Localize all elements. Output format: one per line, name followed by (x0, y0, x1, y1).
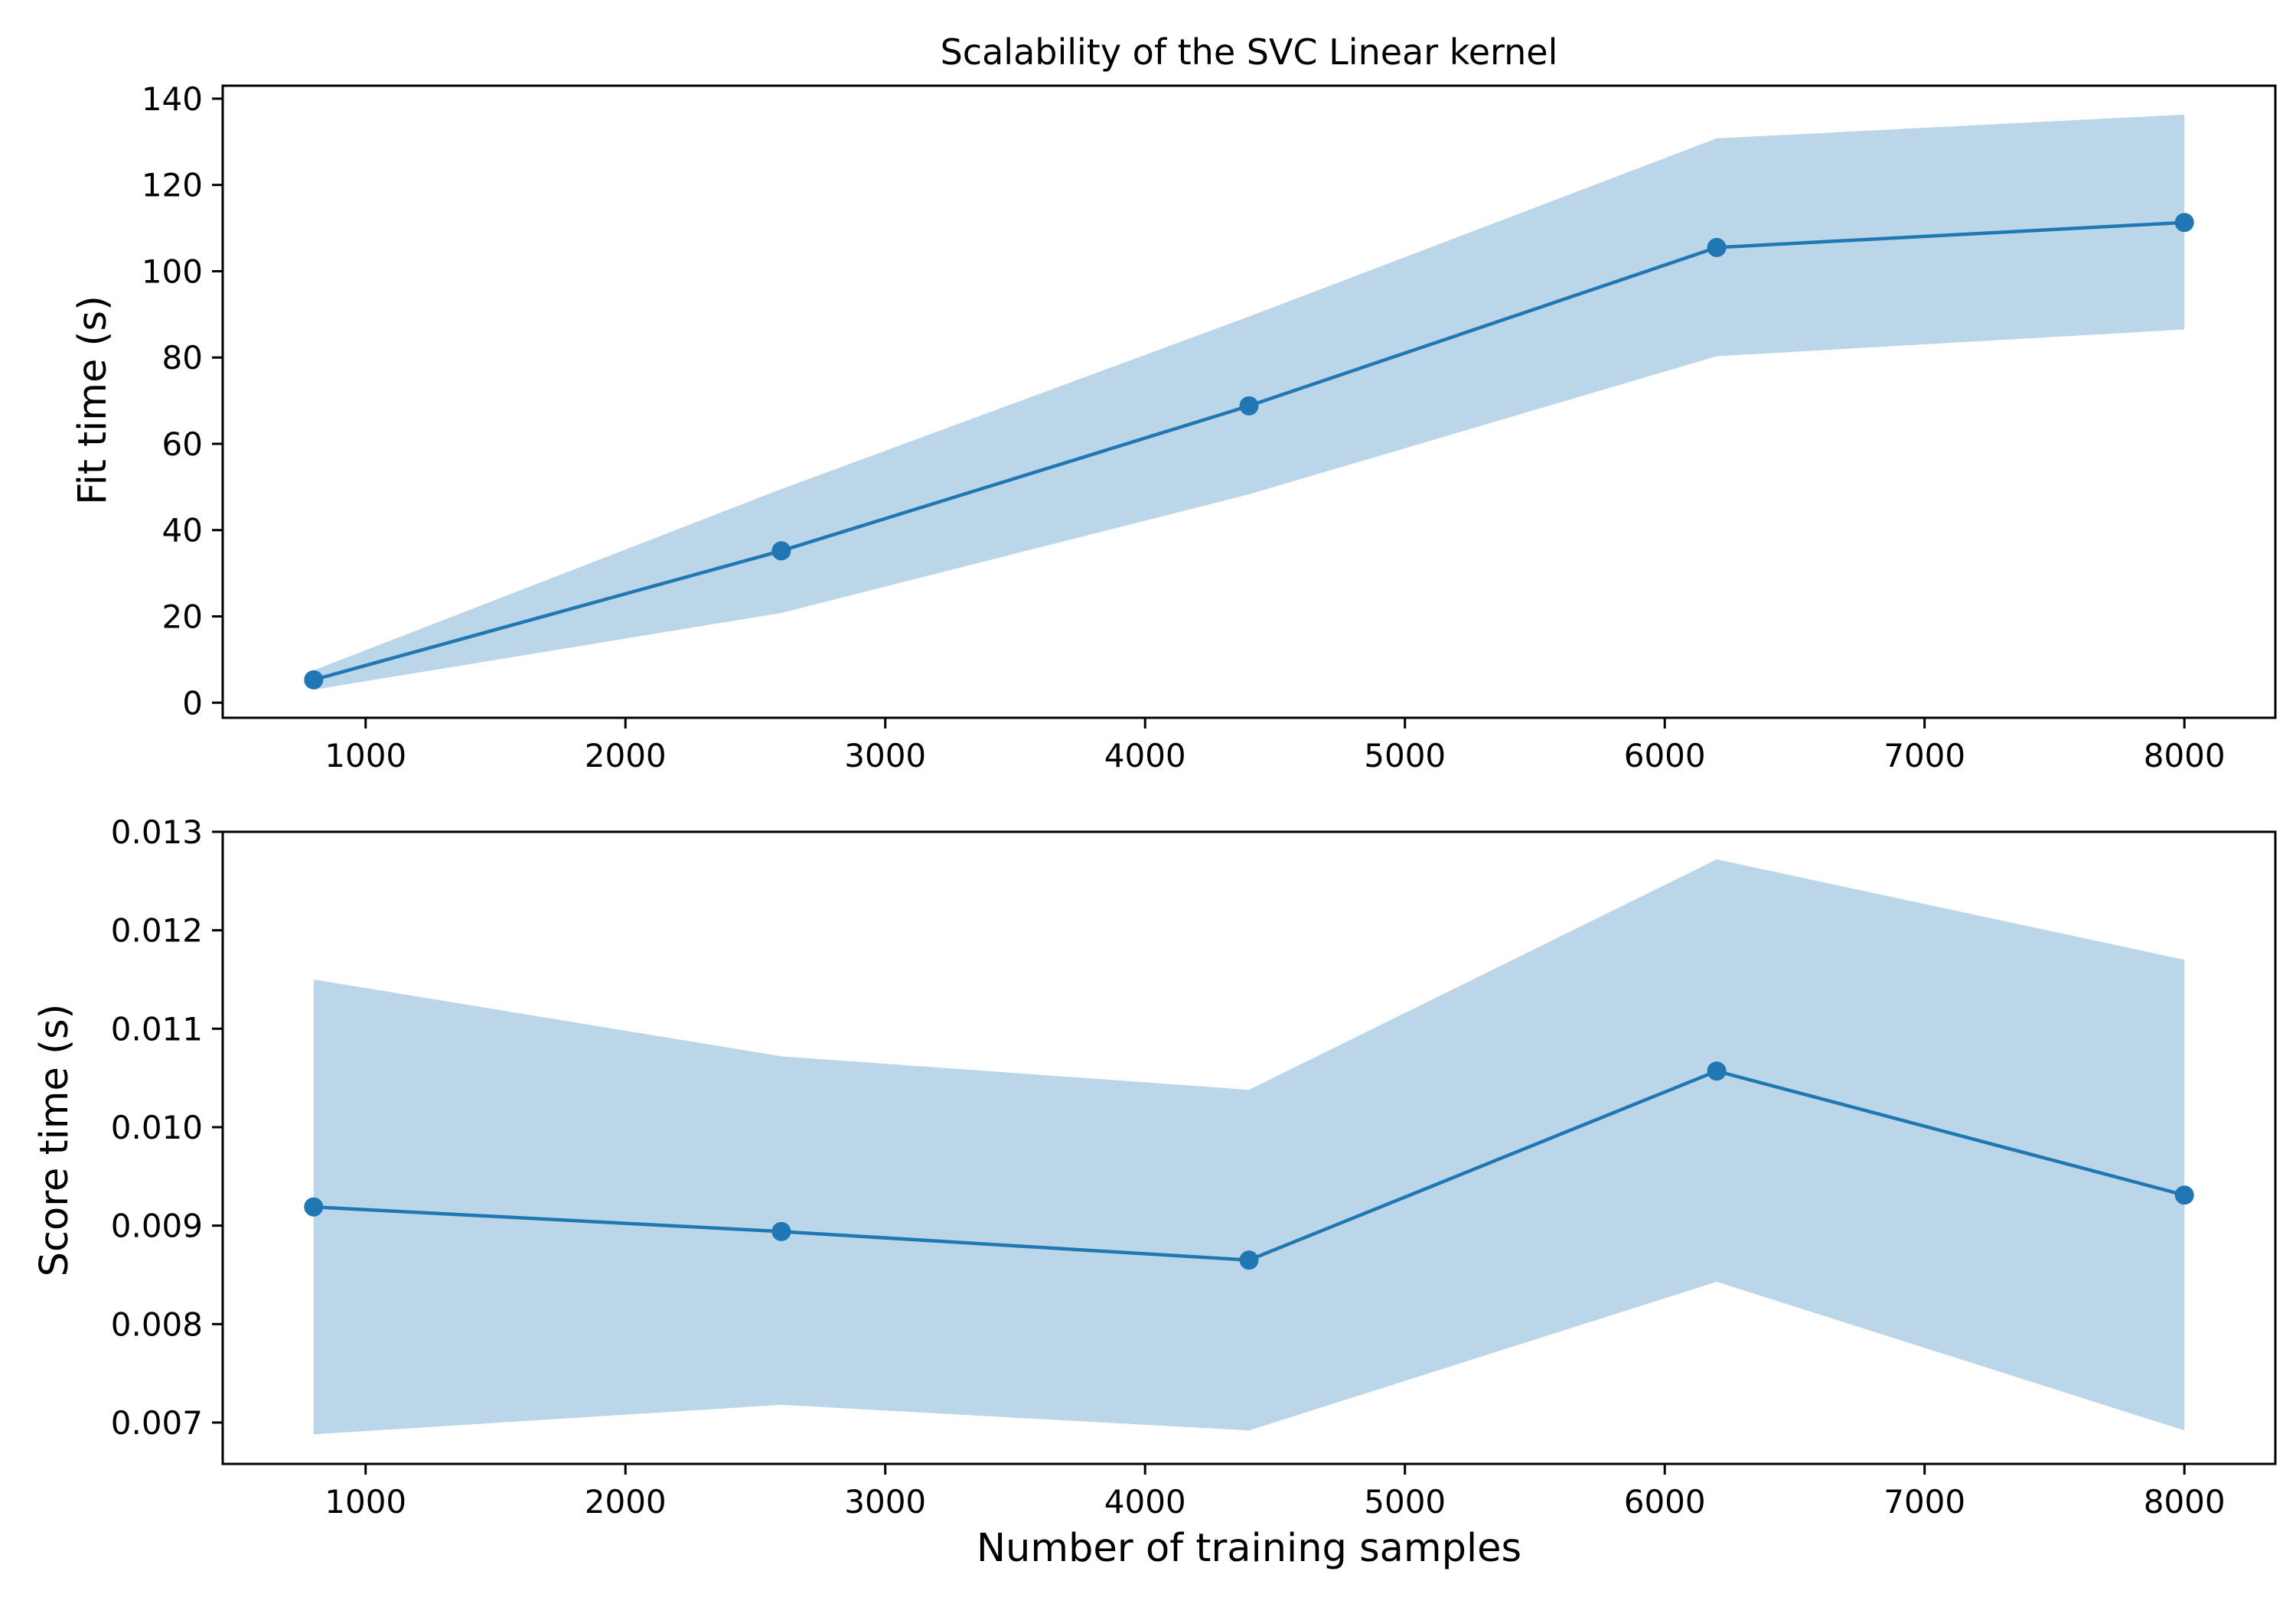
score-time-data-point (1239, 1250, 1259, 1270)
fit-time-data-point (771, 541, 791, 561)
fit-time-x-tick-label: 2000 (585, 737, 667, 774)
score-time-x-tick-label: 5000 (1364, 1483, 1446, 1521)
score-time-y-tick-label: 0.010 (111, 1109, 203, 1146)
score-time-y-tick-label: 0.009 (111, 1208, 203, 1245)
score-time-std-band (313, 859, 2185, 1435)
fit-time-y-tick-label: 80 (162, 339, 203, 376)
fit-time-y-tick-label: 120 (142, 167, 203, 204)
fit-time-data-point (304, 670, 324, 689)
fit-time-x-tick-label: 3000 (844, 737, 926, 774)
score-time-data-point (771, 1221, 791, 1241)
fit-time-data-point (2174, 213, 2194, 233)
x-axis-label: Number of training samples (977, 1526, 1521, 1571)
score-time-y-tick-label: 0.007 (111, 1404, 203, 1442)
score-time-data-point (1707, 1061, 1727, 1081)
score-time-y-tick-label: 0.008 (111, 1305, 203, 1343)
fit-time-x-tick-label: 7000 (1883, 737, 1965, 774)
score-time-x-tick-label: 7000 (1883, 1483, 1965, 1521)
score-time-x-tick-label: 6000 (1624, 1483, 1706, 1521)
score-time-y-tick-label: 0.013 (111, 813, 203, 851)
score-time-y-tick-label: 0.012 (111, 912, 203, 950)
fit-time-x-tick-label: 6000 (1624, 737, 1706, 774)
fit-time-y-tick-label: 20 (162, 598, 203, 636)
fit-time-y-axis-label: Fit time (s) (70, 295, 116, 505)
score-time-x-tick-label: 2000 (585, 1483, 667, 1521)
score-time-data-point (2174, 1185, 2194, 1205)
score-time-y-tick-label: 0.011 (111, 1010, 203, 1048)
fit-time-axes-frame (221, 84, 2277, 719)
fit-time-data-point (1239, 396, 1259, 416)
fit-time-y-tick-label: 100 (142, 253, 203, 290)
fit-time-x-tick-label: 5000 (1364, 737, 1446, 774)
score-time-x-tick-label: 8000 (2144, 1483, 2226, 1521)
chart-title: Scalability of the SVC Linear kernel (941, 31, 1558, 73)
fit-time-y-tick-label: 140 (142, 80, 203, 118)
score-time-data-point (304, 1197, 324, 1217)
score-time-x-tick-label: 1000 (325, 1483, 406, 1521)
fit-time-x-tick-label: 1000 (325, 737, 406, 774)
fit-time-panel: 1000 2000 3000 4000 5000 6000 7000 8000 0 20 40 60 8… (142, 80, 2277, 774)
fit-time-x-tick-label: 4000 (1104, 737, 1186, 774)
fit-time-y-tick-label: 60 (162, 425, 203, 463)
score-time-x-tick-label: 4000 (1104, 1483, 1186, 1521)
score-time-x-tick-label: 3000 (844, 1483, 926, 1521)
fit-time-y-tick-label: 40 (162, 512, 203, 549)
score-time-axes-frame (221, 830, 2277, 1465)
fit-time-data-point (1707, 237, 1727, 257)
fit-time-y-tick-label: 0 (182, 684, 203, 722)
fit-time-x-tick-label: 8000 (2144, 737, 2226, 774)
score-time-y-axis-label: Score time (s) (32, 1004, 77, 1277)
score-time-panel: 1000 2000 3000 4000 5000 6000 7000 8000 0.007 0.0… (111, 813, 2277, 1521)
